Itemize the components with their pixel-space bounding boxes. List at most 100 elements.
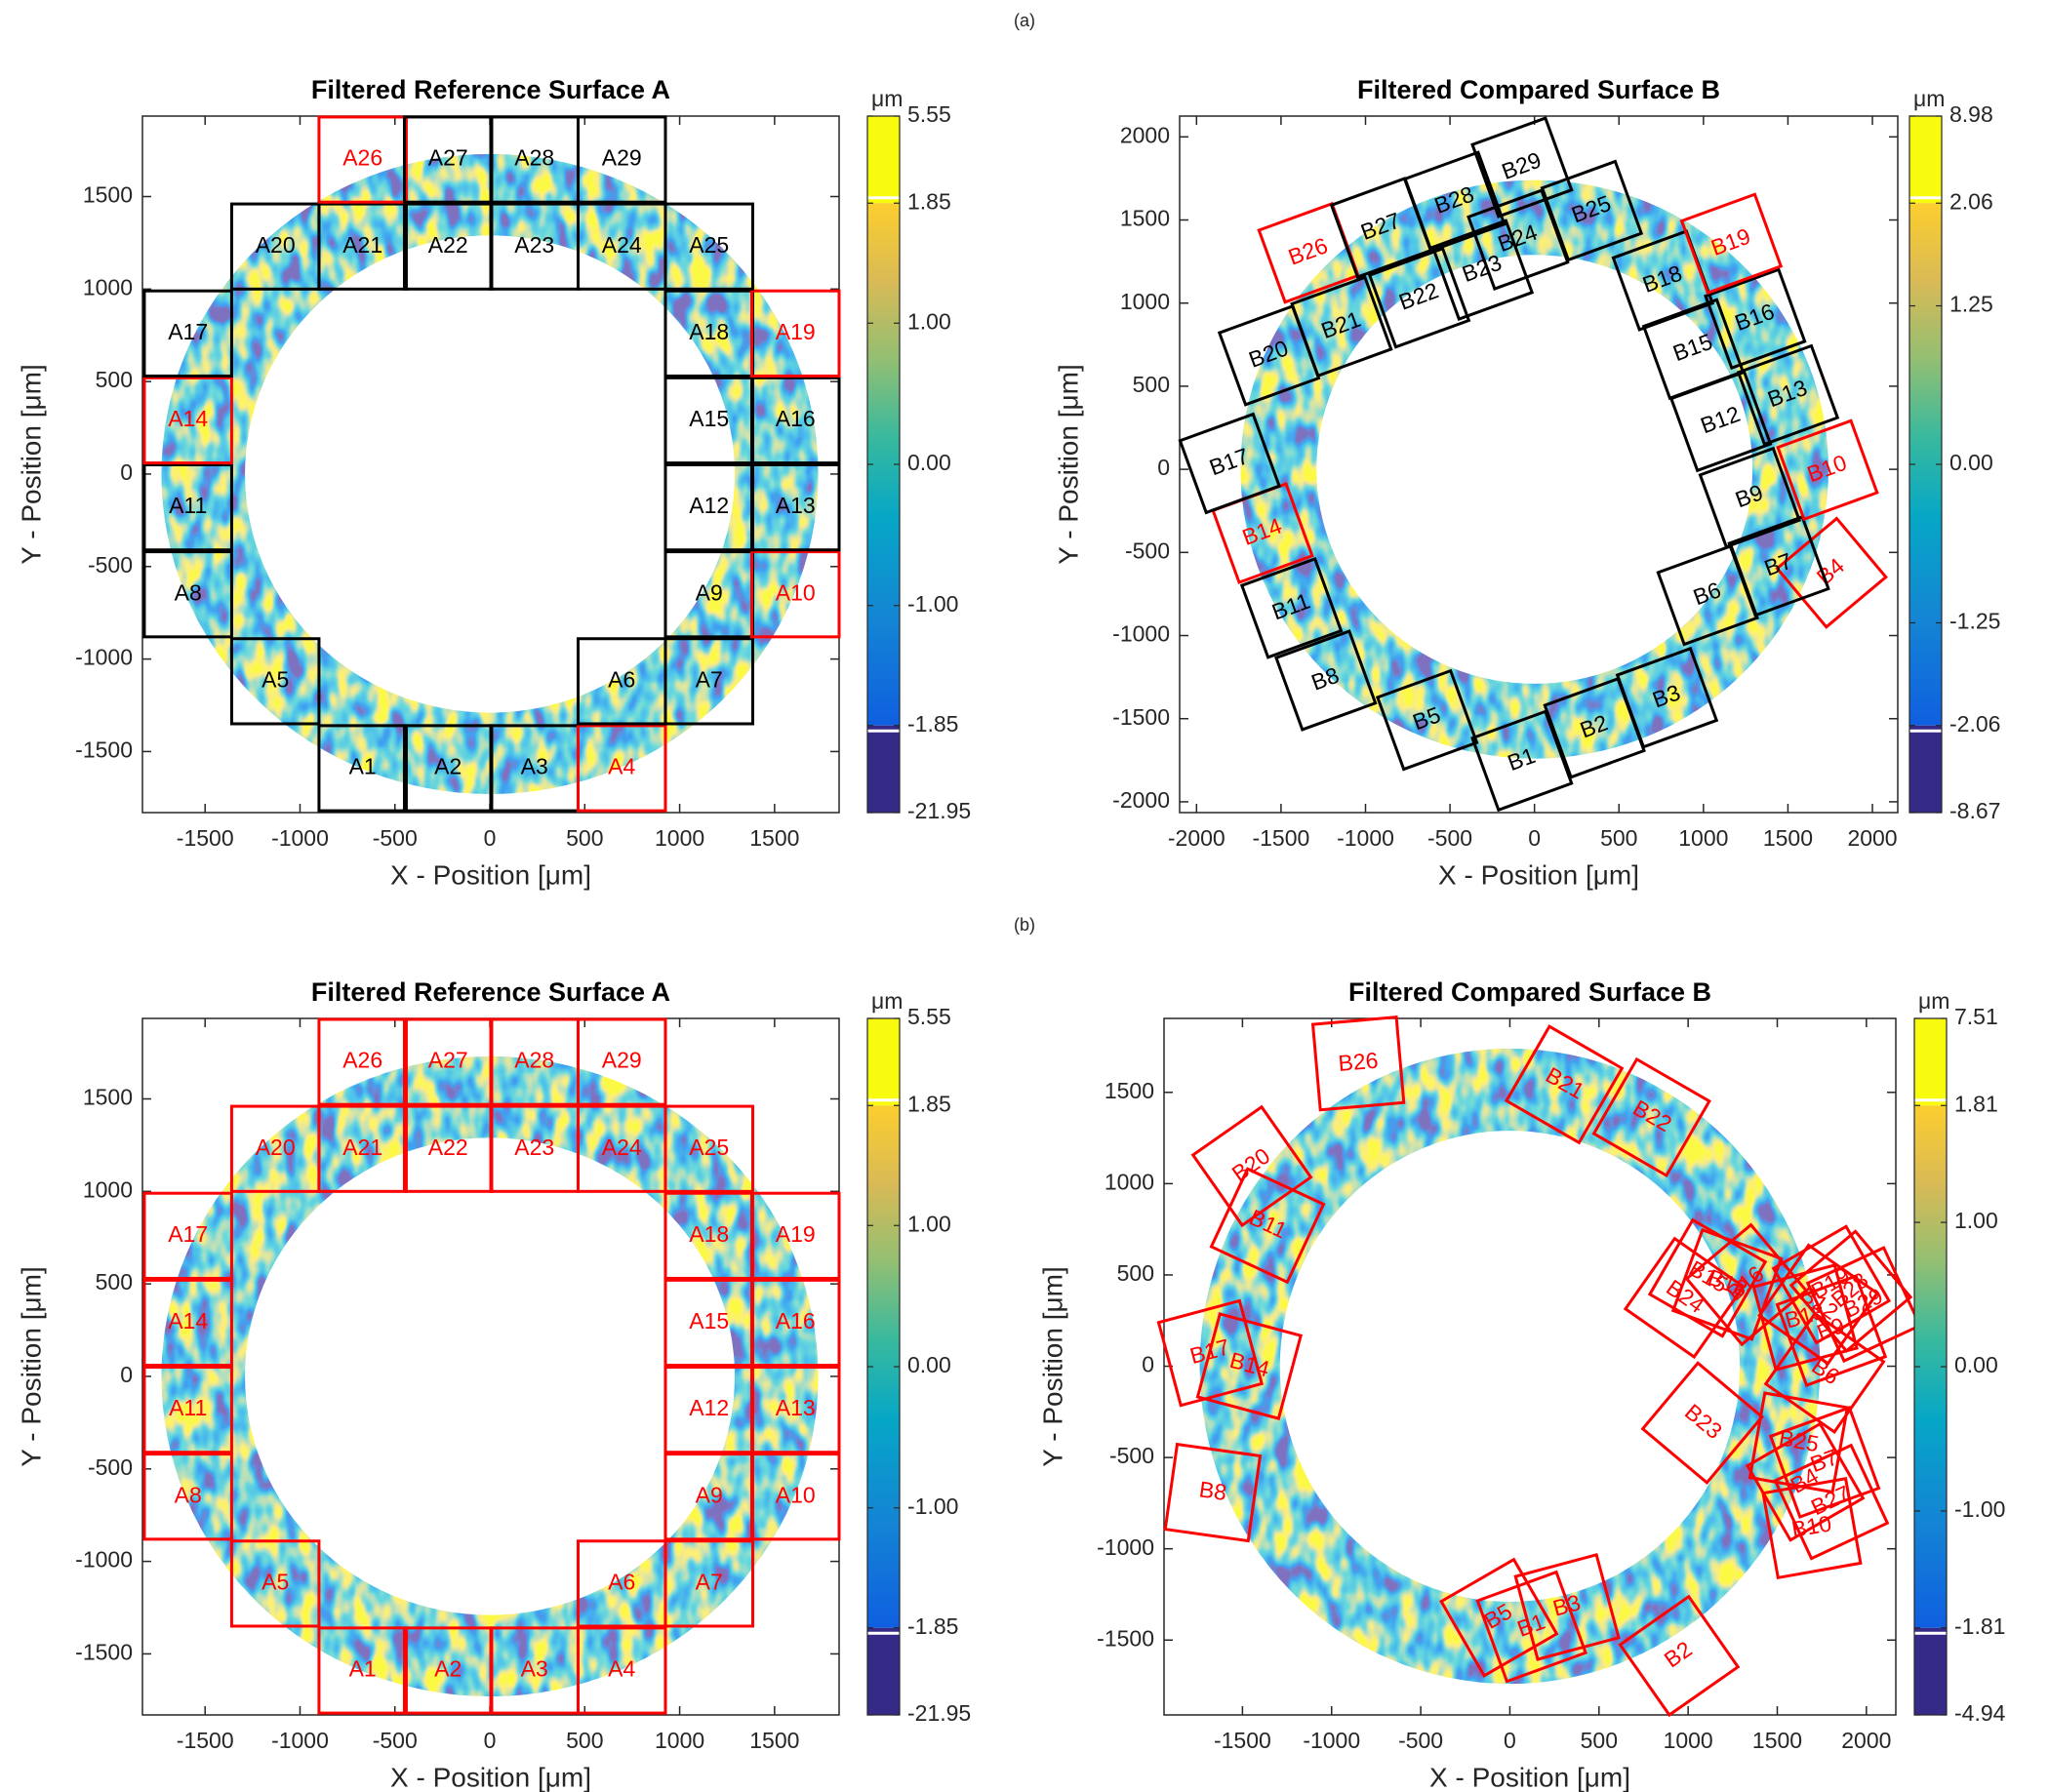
colorbar-tick-label: 1.25	[1949, 292, 1993, 317]
y-tick-label: 0	[1142, 1352, 1154, 1377]
y-tick-label: -500	[88, 552, 133, 577]
y-tick-label: 1000	[1105, 1169, 1154, 1194]
cell-box	[1274, 629, 1378, 732]
cell-box	[229, 1539, 321, 1628]
x-tick-label: 0	[1528, 825, 1541, 851]
colorbar-unit: μm	[1913, 86, 1945, 111]
cell-label: A1	[349, 1656, 377, 1682]
cell-box	[750, 376, 841, 465]
cell-box	[1470, 709, 1574, 813]
cell-box	[1776, 418, 1879, 522]
cell-box	[142, 462, 233, 552]
x-tick-label: 500	[1581, 1728, 1618, 1753]
y-tick-label: 1500	[83, 182, 133, 208]
cell-box	[1195, 1312, 1304, 1420]
x-tick-label: -500	[373, 1728, 418, 1753]
cell-box	[1773, 1443, 1890, 1561]
y-axis-label: Y - Position [μm]	[16, 364, 46, 564]
x-tick-label: 1000	[1678, 825, 1728, 851]
colorbar-sep	[1909, 196, 1942, 200]
colorbar-sep	[1914, 1098, 1947, 1102]
colorbar-tick-label: 1.85	[907, 188, 951, 214]
cell-box	[142, 550, 233, 639]
cell-label: A13	[776, 493, 816, 518]
colorbar-tick-label: -21.95	[907, 798, 971, 823]
cell-box	[1239, 557, 1344, 659]
chart-title: Filtered Compared Surface B	[1348, 977, 1711, 1007]
cell-box	[576, 1017, 667, 1106]
cell-label: A6	[608, 1569, 635, 1594]
colorbar-tick-label: 0.00	[907, 1352, 951, 1377]
cell-box	[750, 550, 841, 639]
cell-box	[142, 1365, 233, 1454]
x-tick-label: 500	[1600, 825, 1637, 851]
cell-box	[576, 724, 667, 813]
cell-box	[576, 1626, 667, 1715]
y-tick-label: 0	[120, 1362, 133, 1387]
x-tick-label: -1500	[177, 825, 234, 851]
cell-label: A9	[696, 579, 723, 605]
x-tick-label: -1000	[1337, 825, 1394, 851]
cell-box	[1209, 1167, 1326, 1285]
cell-label: A25	[689, 232, 729, 258]
x-tick-label: -2000	[1168, 825, 1225, 851]
cell-box	[1615, 646, 1719, 749]
colorbar-low	[1914, 1627, 1947, 1715]
cell-box	[142, 289, 233, 378]
cell-box	[576, 115, 667, 204]
colorbar-tick-label: -1.81	[1954, 1613, 2005, 1639]
colorbar-tick-label: 1.00	[907, 1211, 951, 1236]
cell-box	[1439, 1557, 1559, 1678]
cell-label: A15	[689, 1308, 729, 1334]
colorbar-tick-label: -1.00	[907, 1493, 958, 1519]
y-tick-label: -1000	[1112, 621, 1170, 647]
panel-label: (b)	[1014, 915, 1035, 935]
y-tick-label: -1500	[1097, 1625, 1154, 1651]
cell-box	[750, 1365, 841, 1454]
cell-box	[317, 724, 408, 813]
cell-box	[1670, 1227, 1784, 1341]
cell-label: A8	[175, 579, 202, 605]
cell-box	[1788, 1229, 1913, 1354]
y-tick-label: -500	[1109, 1443, 1154, 1468]
y-tick-label: 500	[96, 1269, 133, 1294]
cell-box	[1736, 343, 1840, 447]
colorbar-unit: μm	[871, 86, 903, 111]
cell-box	[1367, 246, 1471, 349]
colorbar-high	[1909, 116, 1942, 204]
cell-box	[1504, 1024, 1625, 1145]
colorbar-unit: μm	[1918, 988, 1949, 1014]
cell-label: A27	[428, 1048, 468, 1073]
cell-label: A17	[168, 319, 208, 344]
x-tick-label: 1000	[655, 1728, 704, 1753]
colorbar-tick-label: 8.98	[1949, 101, 1993, 127]
x-tick-label: 2000	[1841, 1728, 1891, 1753]
panel-label: (a)	[1014, 11, 1035, 30]
colorbar-tick-label: -1.00	[1954, 1496, 2005, 1522]
colorbar-tick-label: -1.85	[907, 711, 958, 737]
colorbar-tick-label: 7.51	[1954, 1004, 1998, 1029]
chart-title: Filtered Reference Surface A	[311, 977, 670, 1007]
x-tick-label: -1000	[271, 1728, 329, 1753]
cell-label: A16	[776, 1308, 816, 1334]
cell-label: A10	[776, 579, 816, 605]
y-tick-label: 1500	[1120, 206, 1170, 231]
y-tick-label: 1000	[1120, 289, 1170, 314]
colorbar-low	[867, 725, 900, 813]
cell-label: A29	[602, 1048, 642, 1073]
colorbar-tick-label: 5.55	[907, 101, 951, 127]
x-tick-label: 1500	[1763, 825, 1813, 851]
cell-label: A5	[261, 1569, 289, 1594]
cell-box	[1751, 1263, 1859, 1372]
colorbar-tick-label: -1.85	[907, 1613, 958, 1639]
cell-box	[1290, 275, 1393, 378]
x-tick-label: -1000	[1303, 1728, 1360, 1753]
x-tick-label: 1500	[749, 1728, 799, 1753]
cell-box	[1623, 1236, 1746, 1360]
colorbar-tick-label: 1.00	[1954, 1208, 1998, 1233]
y-axis-label: Y - Position [μm]	[1037, 1266, 1067, 1466]
x-tick-label: -1500	[177, 1728, 234, 1753]
cell-label: A11	[169, 1395, 207, 1420]
